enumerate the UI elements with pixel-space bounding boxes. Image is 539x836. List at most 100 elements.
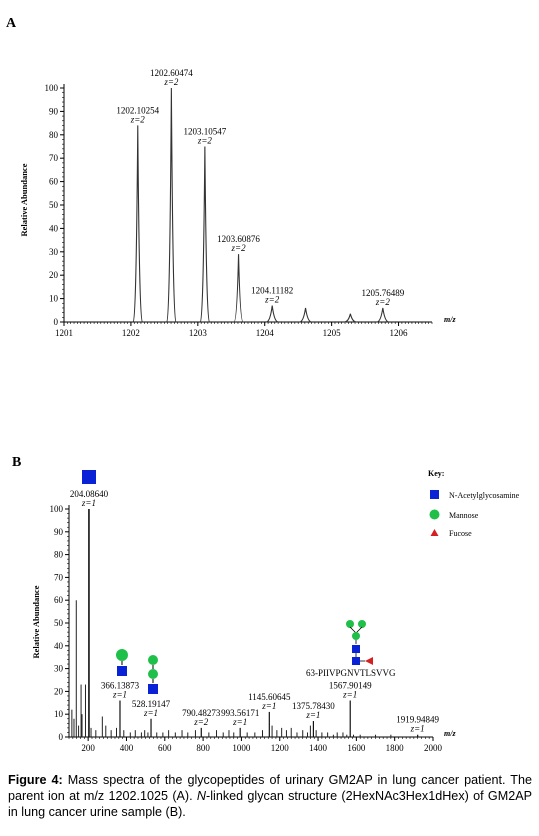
peak-charge-label: z=2	[375, 297, 391, 307]
x-tick-label: 1000	[232, 743, 251, 753]
x-tick-label: 1204	[256, 328, 275, 338]
peak-charge-label: z=2	[130, 114, 146, 124]
peak-mz-label: 1567.90149	[329, 681, 372, 691]
y-tick-label: 80	[54, 550, 64, 560]
mannose-circle-icon	[352, 632, 360, 640]
caption-text-2: -linked glycan structure (2HexNAc3Hex1dH…	[8, 789, 532, 819]
peak-charge-label: z=2	[197, 136, 213, 146]
fucose-triangle-icon	[365, 657, 373, 665]
peak-charge-label: z=1	[112, 690, 127, 700]
mannose-circle-icon	[148, 669, 158, 679]
x-tick-label: 600	[158, 743, 172, 753]
y-tick-label: 60	[49, 177, 59, 187]
peak-charge-label: z=1	[232, 717, 247, 727]
y-tick-label: 40	[49, 223, 59, 233]
y-tick-label: 20	[54, 686, 64, 696]
peak-mz-label: 528.19147	[132, 699, 171, 709]
figure-canvas: A Relative Abundance m/z 0 10 20 30 40 50 60 70…	[6, 16, 520, 753]
peak-charge-label: z=2	[264, 295, 280, 305]
caption-n-letter: N	[196, 789, 207, 803]
y-tick-label: 50	[54, 618, 64, 628]
y-tick-label: 0	[54, 317, 59, 327]
x-tick-label: 1202	[122, 328, 140, 338]
spectrum-peak	[132, 125, 143, 323]
x-tick-label: 800	[196, 743, 210, 753]
y-tick-label: 20	[49, 270, 59, 280]
spectrum-peak	[299, 307, 312, 323]
peak-mz-label: 1375.78430	[292, 701, 335, 711]
peak-mz-label: 1202.10254	[116, 105, 159, 115]
legend: Key: N-Acetylglycosamine Mannose Fucose	[428, 469, 520, 538]
spectrum-peak	[376, 307, 389, 323]
y-tick-label: 90	[54, 527, 64, 537]
peak-mz-label: 1203.10547	[184, 127, 227, 137]
peak-charge-label: z=1	[81, 498, 96, 508]
y-tick-label: 90	[49, 106, 59, 116]
y-tick-label: 40	[54, 641, 64, 651]
legend-title: Key:	[428, 469, 444, 478]
y-tick-label: 70	[54, 572, 64, 582]
spectrum-peak	[166, 87, 177, 323]
panel-a-axes: 0 10 20 30 40 50 60 70 80 90 100 1201 1202 1203 1204 12…	[45, 83, 433, 338]
peak-charge-label: z=2	[193, 717, 209, 727]
figure-caption: Figure 4: Mass spectra of the glycopepti…	[8, 772, 532, 820]
legend-item-fucose: Fucose	[449, 529, 472, 538]
x-tick-label: 1400	[309, 743, 328, 753]
y-tick-label: 70	[49, 153, 59, 163]
legend-item-glcnac: N-Acetylglycosamine	[449, 491, 520, 500]
panel-a-peaks	[132, 87, 389, 323]
glcnac-square-icon	[352, 645, 360, 653]
glcnac-square-icon	[117, 666, 127, 676]
peptide-annotation: 63-PIIVPGNVTLSVVG	[306, 668, 396, 678]
panel-b-glycan-symbols: 63-PIIVPGNVTLSVVG	[82, 470, 396, 694]
glcnac-square-icon	[352, 657, 360, 665]
y-tick-label: 10	[49, 294, 59, 304]
legend-glcnac-icon	[430, 490, 439, 499]
x-tick-label: 1205	[323, 328, 342, 338]
caption-text-1: Mass spectra of the glycopeptides of uri…	[8, 773, 532, 803]
peak-charge-label: z=2	[231, 243, 247, 253]
peak-charge-label: z=2	[163, 77, 179, 87]
panel-a-letter: A	[6, 16, 17, 31]
peak-mz-label: 204.08640	[70, 489, 109, 499]
peak-charge-label: z=1	[261, 701, 276, 711]
panel-a: A Relative Abundance m/z 0 10 20 30 40 50 60 70…	[6, 16, 456, 338]
y-tick-label: 30	[49, 247, 59, 257]
y-tick-label: 0	[59, 732, 64, 742]
x-tick-label: 1201	[55, 328, 73, 338]
y-tick-label: 10	[54, 709, 64, 719]
peak-mz-label: 1145.60645	[248, 692, 291, 702]
spectrum-peak	[199, 146, 210, 323]
x-tick-label: 1200	[271, 743, 290, 753]
panel-b-axes: 0 10 20 30 40 50 60 70 80 90 100 200 400 600 800 1000 12…	[50, 504, 443, 753]
peak-mz-label: 1203.60876	[217, 234, 260, 244]
x-tick-label: 1203	[189, 328, 208, 338]
panel-a-peak-labels: 1202.10254z=21202.60474z=21203.10547z=21…	[116, 68, 404, 307]
y-tick-label: 50	[49, 200, 59, 210]
panel-b-xlabel: m/z	[444, 729, 456, 738]
mannose-circle-icon	[358, 620, 366, 628]
peak-charge-label: z=1	[410, 724, 425, 734]
legend-item-mannose: Mannose	[449, 511, 479, 520]
y-tick-label: 100	[50, 504, 64, 514]
peak-mz-label: 1202.60474	[150, 68, 193, 78]
panel-a-xlabel: m/z	[444, 315, 456, 324]
peak-mz-label: 1204.11182	[251, 286, 293, 296]
legend-fucose-icon	[430, 529, 439, 536]
y-tick-label: 100	[45, 83, 59, 93]
peak-charge-label: z=1	[342, 690, 357, 700]
peak-mz-label: 366.13873	[101, 681, 140, 691]
panel-b-ylabel: Relative Abundance	[31, 585, 41, 658]
spectrum-peak	[344, 313, 357, 323]
peak-charge-label: z=1	[143, 708, 158, 718]
x-tick-label: 1800	[386, 743, 405, 753]
x-tick-label: 1600	[347, 743, 366, 753]
panel-a-ylabel: Relative Abundance	[19, 163, 29, 236]
peak-mz-label: 1919.94849	[396, 715, 439, 725]
glcnac-square-icon	[82, 470, 96, 484]
panel-b-letter: B	[12, 455, 21, 470]
spectrum-peak	[233, 254, 244, 323]
y-tick-label: 30	[54, 664, 64, 674]
panel-b-peaks	[71, 509, 419, 737]
